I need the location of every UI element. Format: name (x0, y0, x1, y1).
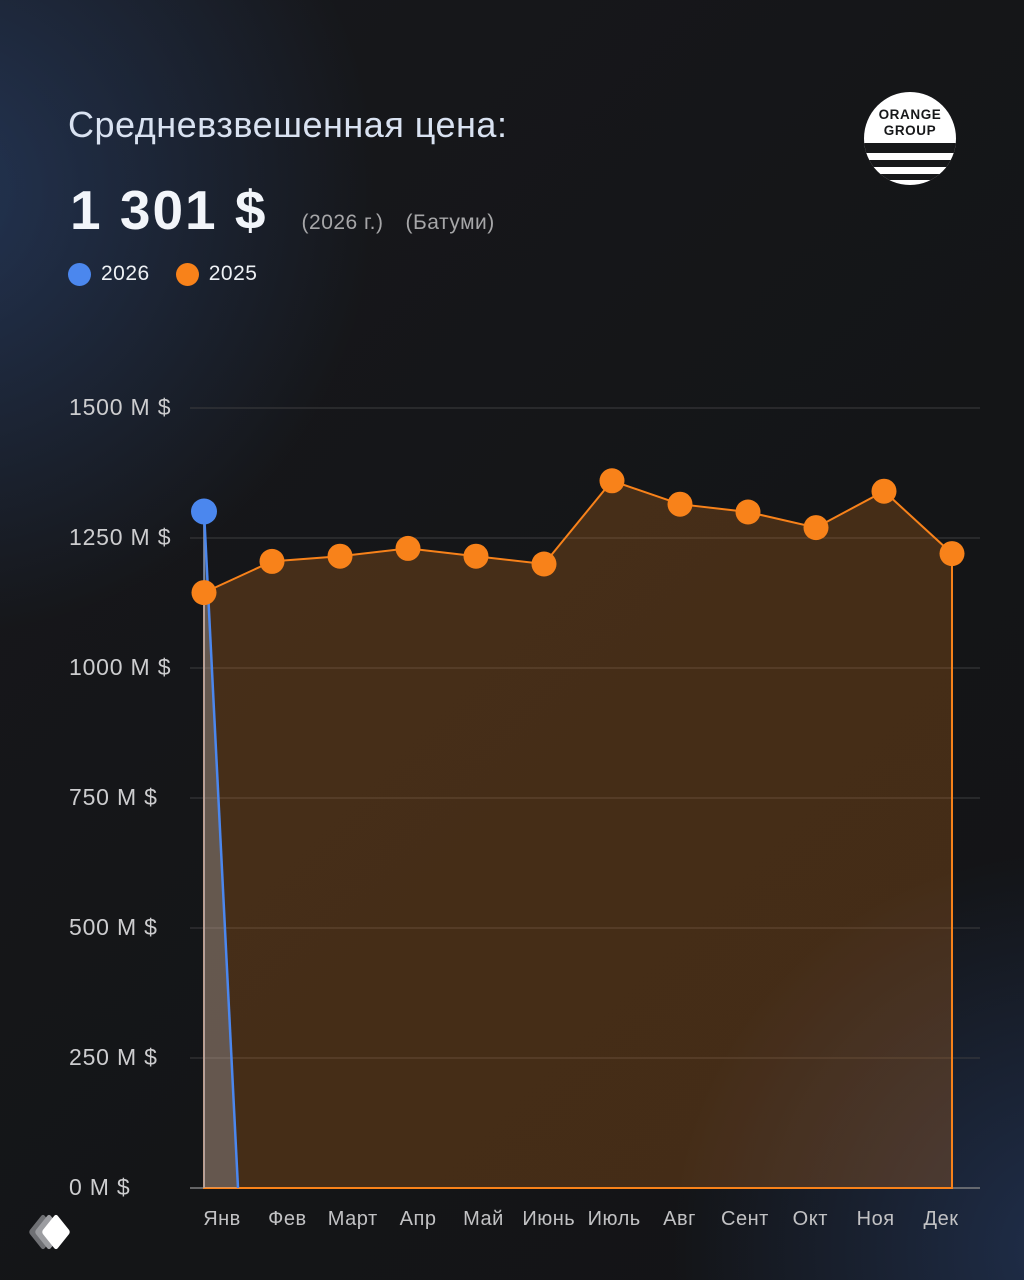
price-row: 1 301 $ (2026 г.) (Батуми) (70, 178, 495, 242)
chart-legend: 2026 2025 (68, 262, 257, 286)
legend-item-2025: 2025 (175, 262, 258, 286)
x-axis-month-label: Янв (203, 1208, 241, 1230)
x-axis-month-label: Ноя (856, 1208, 895, 1230)
logo-line1: ORANGE (878, 107, 942, 122)
logo-stripe (864, 174, 956, 180)
x-axis-month-label: Март (327, 1208, 378, 1230)
orange-group-logo-text: ORANGE GROUP (864, 107, 956, 138)
y-axis-tick-label: 0 M $ (69, 1174, 131, 1200)
y-axis-tick-label: 1500 M $ (69, 394, 172, 420)
price-year-note: (2026 г.) (301, 211, 384, 234)
diamond-logo-icon (22, 1212, 82, 1254)
legend-dot-2025-icon (175, 262, 199, 286)
logo-line2: GROUP (883, 122, 937, 138)
y-axis-tick-label: 750 M $ (69, 784, 158, 810)
orange-group-logo: ORANGE GROUP (864, 92, 956, 185)
x-axis-month-label: Май (463, 1208, 504, 1230)
legend-label-2026: 2026 (101, 262, 150, 285)
legend-item-2026: 2026 (68, 262, 150, 286)
price-value: 1 301 $ (70, 179, 268, 241)
y-axis-tick-label: 250 M $ (69, 1044, 158, 1070)
x-axis-month-label: Июль (587, 1208, 641, 1230)
y-axis-tick-label: 1000 M $ (69, 654, 172, 680)
x-axis-month-label: Окт (792, 1208, 828, 1230)
x-axis-month-label: Сент (721, 1208, 769, 1230)
page-title: Средневзвешенная цена: (68, 104, 508, 145)
logo-stripe (864, 143, 956, 153)
y-axis-tick-label: 500 M $ (69, 914, 158, 940)
y-axis-tick-label: 1250 M $ (69, 524, 172, 550)
logo-stripe (864, 160, 956, 167)
price-city-note: (Батуми) (405, 211, 495, 234)
x-axis-month-label: Дек (923, 1208, 959, 1230)
legend-label-2025: 2025 (208, 262, 258, 285)
x-axis-month-label: Фев (268, 1208, 307, 1230)
x-axis-month-label: Авг (663, 1208, 696, 1230)
legend-dot-2026-icon (68, 262, 91, 286)
x-axis-month-label: Апр (399, 1208, 437, 1230)
x-axis-month-label: Июнь (522, 1208, 576, 1230)
